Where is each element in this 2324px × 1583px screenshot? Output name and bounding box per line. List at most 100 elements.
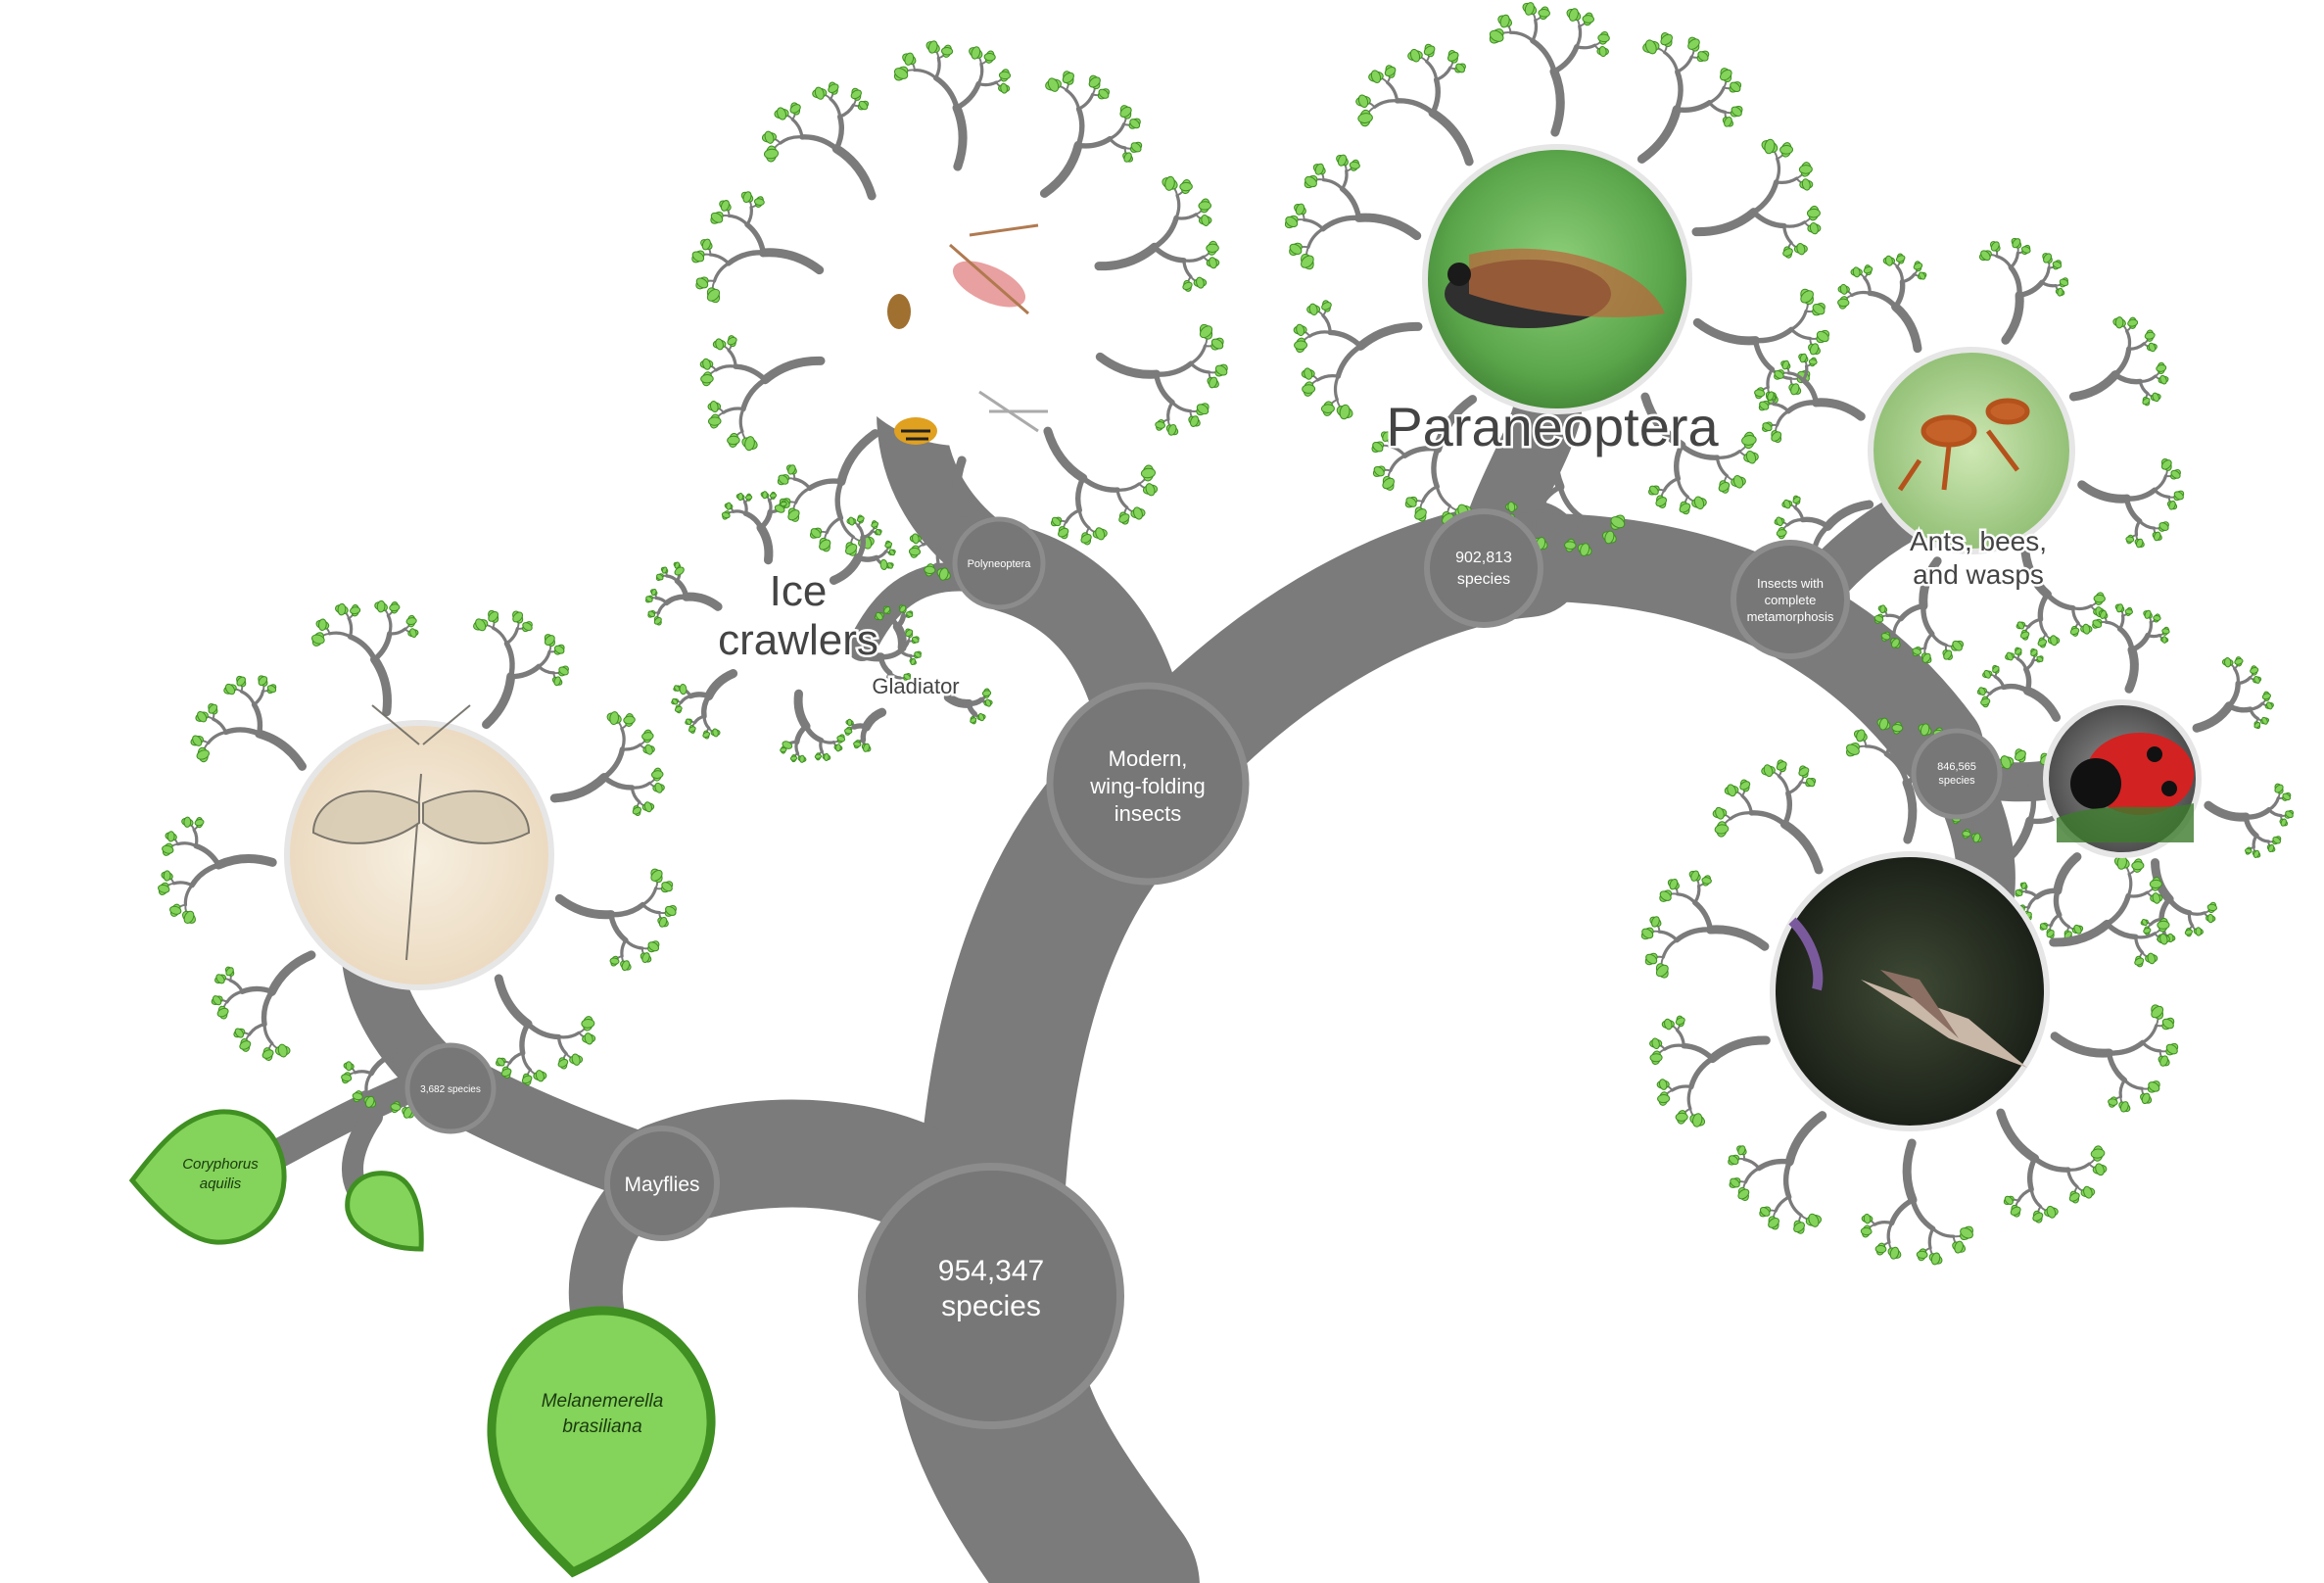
complete-meta-label-1: Insects with — [1757, 576, 1824, 591]
twig-branch — [1867, 290, 1899, 310]
twig-leaf — [1320, 404, 1335, 413]
twig-leaf — [641, 952, 650, 964]
twig-branch — [2149, 917, 2163, 927]
twig-branch — [640, 902, 661, 915]
twig-leaf — [545, 635, 555, 646]
twig-leaf — [701, 238, 711, 251]
twig-branch — [1387, 444, 1407, 457]
twig-branch — [1152, 244, 1187, 264]
twig-branch — [1676, 892, 1697, 905]
coryphorus-leaf[interactable]: Coryphorus aquilis — [128, 1109, 287, 1245]
beetle-count-node[interactable]: 846,565 species — [1911, 728, 2003, 820]
twig-branch — [831, 144, 877, 201]
twig-leaf — [337, 602, 347, 616]
twig-leaf — [853, 741, 862, 747]
twig-branch — [189, 862, 221, 888]
twig-branch — [722, 407, 745, 414]
gladiator-label: Gladiator — [872, 674, 959, 698]
twig-branch — [2249, 707, 2259, 721]
twig-branch — [1152, 215, 1179, 250]
twig-branch — [1663, 1043, 1685, 1051]
ant-photo[interactable] — [1868, 347, 2075, 554]
twig-branch — [935, 541, 943, 565]
twig-branch — [1707, 101, 1728, 115]
twig-branch — [368, 1051, 398, 1077]
twig-leaf — [787, 464, 796, 475]
twig-branch — [2106, 1039, 2146, 1056]
twig-leaf — [1763, 764, 1774, 778]
modern-wing-folding-node[interactable]: Modern, wing-folding insects — [1046, 682, 1250, 886]
twig-branch — [1774, 1195, 1791, 1213]
twig-leaf — [2245, 847, 2253, 854]
twig-leaf — [522, 622, 533, 632]
twig-branch — [1729, 811, 1753, 821]
twig-leaf — [1860, 1226, 1873, 1236]
twig-leaf — [1759, 401, 1770, 410]
twig-leaf — [1801, 178, 1811, 191]
mayfly-photo[interactable] — [284, 704, 554, 990]
cicada-photo[interactable] — [1422, 144, 1692, 414]
twig-leaf — [376, 600, 386, 613]
twig-leaf — [644, 744, 653, 755]
twig-leaf — [1372, 442, 1384, 453]
paraneoptera-count-node[interactable]: 902,813 species — [1424, 508, 1543, 628]
twig-leaf — [277, 1043, 288, 1058]
twig-branch — [2126, 872, 2133, 898]
twig-leaf — [1918, 271, 1926, 280]
twig-branch — [1373, 99, 1399, 109]
twig-branch — [1688, 1055, 1716, 1090]
twig-branch — [1182, 255, 1206, 263]
twig-branch — [2123, 487, 2158, 502]
twig-branch — [213, 854, 277, 870]
twig-leaf — [1960, 1227, 1973, 1239]
modern-label-3: insects — [1115, 801, 1181, 826]
twig-branch — [2204, 800, 2251, 822]
twig-leaf — [2156, 363, 2167, 372]
holometabola-arc — [1445, 512, 1983, 789]
twig-leaf — [1745, 450, 1757, 464]
twig-branch — [640, 887, 658, 907]
twig-leaf — [645, 596, 653, 602]
twig-branch — [976, 80, 998, 87]
twig-leaf — [2124, 608, 2134, 615]
polyneoptera-photo[interactable] — [828, 181, 1092, 446]
twig-leaf — [1182, 281, 1193, 291]
melanemerella-name-2: brasiliana — [562, 1416, 641, 1437]
twig-leaf — [1793, 1222, 1805, 1233]
twig-branch — [1340, 168, 1349, 191]
twig-branch — [1995, 254, 2013, 269]
twig-leaf — [2141, 918, 2148, 927]
twig-branch — [851, 723, 870, 730]
twig-leaf — [1199, 325, 1213, 339]
modern-label-1: Modern, — [1109, 746, 1188, 771]
coryphorus-name-1: Coryphorus — [182, 1156, 259, 1173]
twig-branch — [2158, 896, 2172, 923]
complete-metamorphosis-node[interactable]: Insects with complete metamorphosis — [1731, 540, 1850, 659]
twig-leaf — [1878, 717, 1889, 731]
twig-leaf — [744, 436, 755, 452]
root-node[interactable]: 954,347 species — [858, 1163, 1124, 1429]
mayflies-node[interactable]: Mayflies — [604, 1126, 720, 1241]
twig-branch — [2166, 896, 2193, 916]
twig-branch — [701, 693, 712, 719]
twig-branch — [1772, 402, 1790, 413]
twig-leaf — [828, 83, 839, 93]
mayfly-count-node[interactable]: 3,682 species — [404, 1042, 497, 1134]
twig-leaf — [899, 680, 906, 688]
twig-branch — [371, 631, 393, 662]
twig-leaf — [224, 683, 236, 696]
twig-leaf — [1806, 208, 1821, 218]
twig-leaf — [318, 618, 327, 631]
ladybug-photo[interactable] — [2043, 699, 2202, 858]
twig-branch — [756, 523, 774, 565]
twig-leaf — [2206, 913, 2214, 924]
twig-branch — [2117, 613, 2125, 631]
twig-branch — [1508, 30, 1535, 43]
small-leaf[interactable] — [345, 1171, 424, 1252]
twig-branch — [507, 1051, 525, 1065]
polyneoptera-node[interactable]: Polyneoptera — [952, 516, 1046, 610]
melanemerella-leaf[interactable]: Melanemerella brasiliana — [487, 1306, 716, 1578]
twig-leaf — [710, 212, 724, 223]
twig-branch — [1080, 475, 1120, 493]
moth-photo[interactable] — [1770, 851, 2050, 1131]
